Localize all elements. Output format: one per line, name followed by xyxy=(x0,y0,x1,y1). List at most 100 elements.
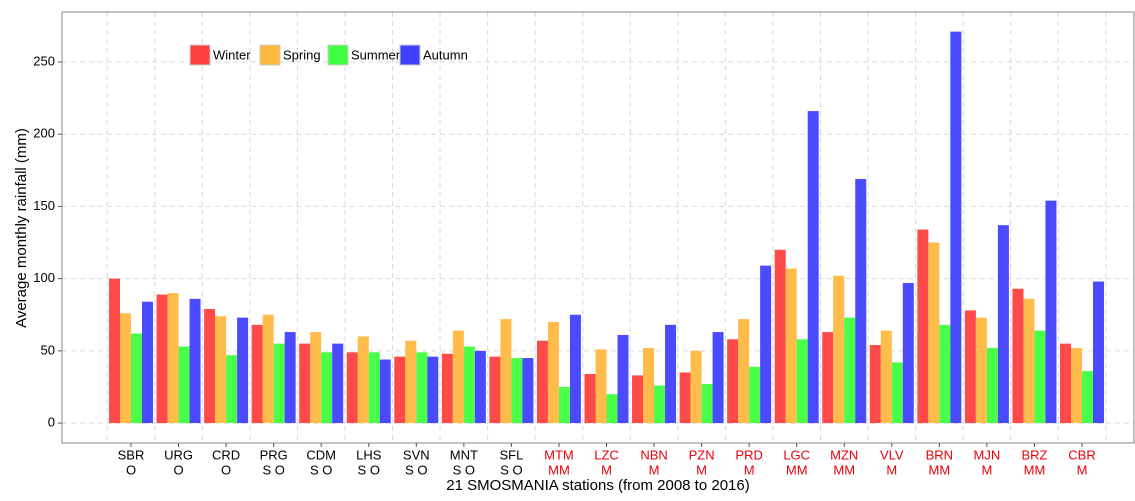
bar xyxy=(474,350,486,424)
x-tick-label: S O xyxy=(405,462,427,477)
bar xyxy=(584,373,596,424)
x-tick-label: VLV xyxy=(880,447,904,462)
legend-swatch xyxy=(399,44,421,66)
bar xyxy=(665,324,677,424)
x-tick-label: CRD xyxy=(212,447,240,462)
bar xyxy=(167,293,179,424)
bar xyxy=(405,340,417,424)
x-tick-label: S O xyxy=(358,462,380,477)
bar xyxy=(950,31,962,424)
x-tick-label: CDM xyxy=(306,447,336,462)
x-tick-label: MM xyxy=(548,462,570,477)
x-tick-label: MM xyxy=(833,462,855,477)
x-tick-label: M xyxy=(601,462,612,477)
bar xyxy=(310,332,322,424)
bar xyxy=(902,282,914,424)
bar xyxy=(226,355,238,424)
bar xyxy=(1093,281,1104,424)
x-tick-label: MM xyxy=(929,462,951,477)
bar xyxy=(774,249,786,424)
bar xyxy=(142,301,153,424)
bar xyxy=(522,358,534,424)
x-tick-label: NBN xyxy=(640,447,667,462)
bar xyxy=(975,317,987,424)
x-tick-label: LGC xyxy=(783,447,810,462)
bar xyxy=(189,298,201,424)
bar xyxy=(500,319,512,424)
x-tick-label: S O xyxy=(453,462,475,477)
x-tick-label: SFL xyxy=(499,447,523,462)
bar xyxy=(617,334,629,424)
bar xyxy=(833,275,845,424)
x-tick-label: O xyxy=(221,462,231,477)
legend-swatch xyxy=(327,44,349,66)
legend-label: Spring xyxy=(283,47,321,62)
x-tick-label: MJN xyxy=(974,447,1001,462)
bar xyxy=(749,366,761,424)
x-tick-label: CBR xyxy=(1068,447,1095,462)
x-tick-label: SVN xyxy=(403,447,430,462)
bar xyxy=(346,352,358,424)
bar xyxy=(178,346,190,424)
x-tick-label: O xyxy=(173,462,183,477)
bar xyxy=(855,178,867,424)
bar xyxy=(416,352,428,424)
bar xyxy=(606,394,618,424)
bar xyxy=(569,314,581,424)
x-tick-label: MTM xyxy=(544,447,574,462)
bar xyxy=(379,359,391,424)
legend-label: Winter xyxy=(213,47,251,62)
bar xyxy=(427,356,439,424)
bar xyxy=(712,332,724,424)
x-tick-label: BRZ xyxy=(1021,447,1047,462)
x-tick-label: PRD xyxy=(735,447,762,462)
bar xyxy=(964,310,976,424)
bar xyxy=(643,347,655,424)
bar xyxy=(727,339,739,424)
y-tick-label: 0 xyxy=(48,415,55,430)
bar xyxy=(394,356,406,424)
bar xyxy=(785,268,797,424)
x-tick-label: MZN xyxy=(830,447,858,462)
x-tick-label: LZC xyxy=(594,447,619,462)
bar xyxy=(1012,288,1024,424)
bar xyxy=(156,294,168,424)
bar xyxy=(760,265,772,424)
bar xyxy=(917,229,929,424)
bar xyxy=(738,319,750,424)
bar xyxy=(452,330,464,424)
bar xyxy=(321,352,333,424)
x-tick-label: BRN xyxy=(926,447,953,462)
x-tick-label: MNT xyxy=(450,447,478,462)
x-tick-label: M xyxy=(744,462,755,477)
bar xyxy=(928,242,940,424)
bar xyxy=(880,330,892,424)
y-axis-label: Average monthly rainfall (mm) xyxy=(13,128,30,328)
bar xyxy=(986,347,998,424)
x-tick-label: PZN xyxy=(689,447,715,462)
bar xyxy=(547,321,559,424)
bar xyxy=(284,332,296,424)
x-axis-label: 21 SMOSMANIA stations (from 2008 to 2016… xyxy=(446,477,749,494)
x-tick-label: URG xyxy=(164,447,193,462)
bar xyxy=(1023,298,1035,424)
bar xyxy=(891,362,903,424)
x-tick-label: S O xyxy=(262,462,284,477)
bar xyxy=(215,316,227,424)
bar xyxy=(701,384,713,424)
bar xyxy=(679,372,691,424)
bar xyxy=(511,358,523,424)
y-tick-label: 50 xyxy=(41,342,55,357)
x-tick-label: M xyxy=(696,462,707,477)
x-tick-label: M xyxy=(981,462,992,477)
bar xyxy=(273,343,285,424)
bar xyxy=(262,314,274,424)
x-tick-label: M xyxy=(649,462,660,477)
legend-label: Autumn xyxy=(423,47,468,62)
x-tick-label: S O xyxy=(310,462,332,477)
bar xyxy=(1082,371,1093,424)
bar xyxy=(463,346,475,424)
x-tick-label: PRG xyxy=(260,447,288,462)
bar xyxy=(558,386,570,424)
bar xyxy=(869,345,881,424)
